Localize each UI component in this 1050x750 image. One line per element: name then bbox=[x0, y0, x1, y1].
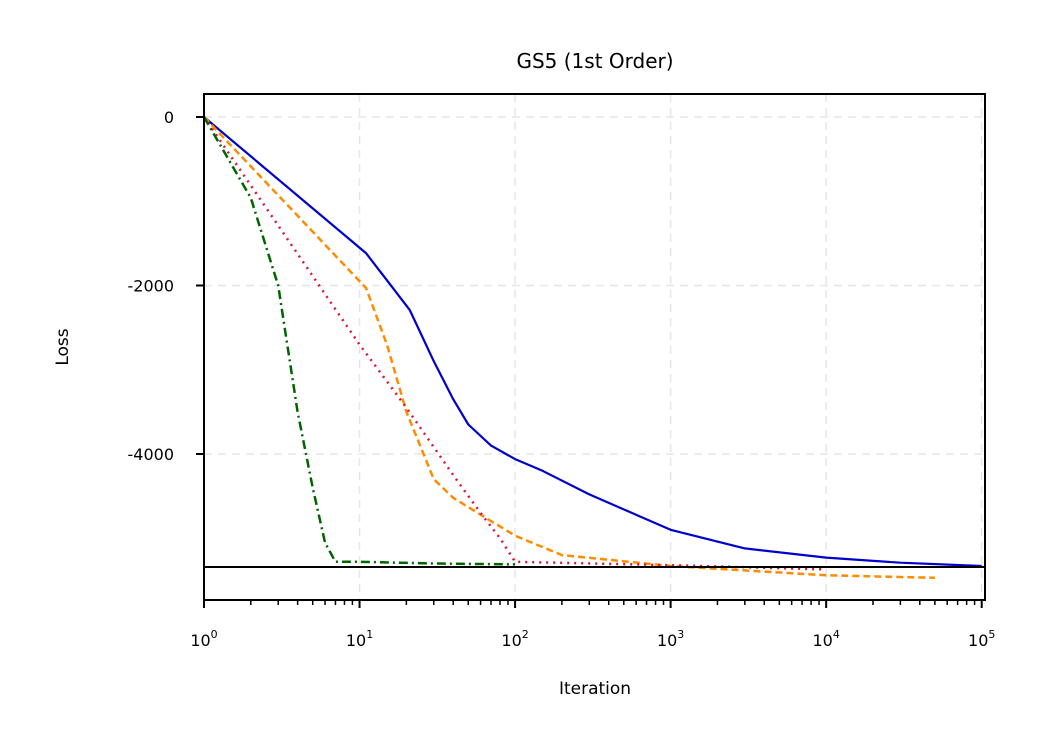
y-axis-label: Loss bbox=[53, 328, 73, 365]
series-orange-dashed bbox=[203, 116, 935, 580]
y-axis-ticks: 0 -2000 -4000 bbox=[128, 108, 204, 464]
plot-frame bbox=[203, 93, 986, 601]
grid-lines bbox=[204, 94, 985, 600]
x-axis-ticks: 100 101 102 103 104 105 bbox=[190, 600, 995, 650]
x-tick-label: 102 bbox=[501, 628, 528, 650]
x-tick-label: 104 bbox=[812, 628, 839, 650]
y-tick-label: -2000 bbox=[128, 276, 175, 295]
x-tick-label: 100 bbox=[190, 628, 217, 650]
y-tick-label: 0 bbox=[164, 108, 174, 127]
series-red-dotted bbox=[202, 116, 827, 571]
x-tick-label: 103 bbox=[657, 628, 684, 650]
y-tick-label: -4000 bbox=[128, 445, 175, 464]
data-series bbox=[202, 116, 982, 580]
series-blue-solid bbox=[203, 116, 982, 568]
chart-title: GS5 (1st Order) bbox=[516, 49, 673, 73]
x-tick-label: 105 bbox=[968, 628, 995, 650]
x-axis-label: Iteration bbox=[559, 679, 631, 699]
series-green-dashdot bbox=[202, 116, 516, 566]
x-tick-label: 101 bbox=[346, 628, 373, 650]
